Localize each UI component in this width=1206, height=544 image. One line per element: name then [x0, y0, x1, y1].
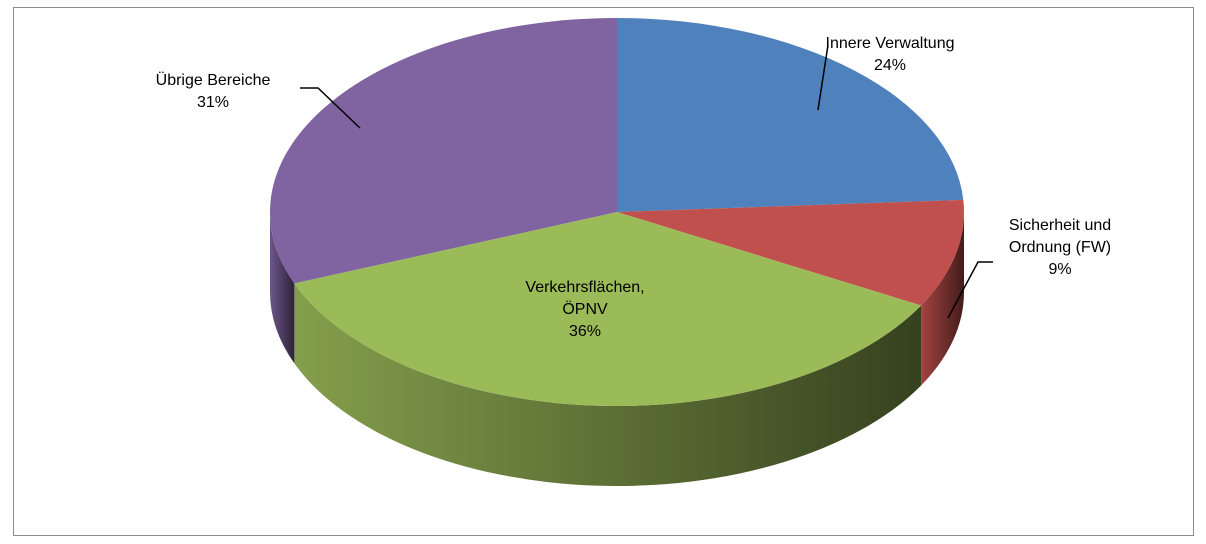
chart-frame [13, 7, 1194, 536]
leader-line [817, 44, 829, 111]
leader-line [947, 261, 993, 319]
pie-slice [269, 18, 617, 284]
pie-side [921, 212, 964, 386]
pie-slice [617, 18, 964, 212]
data-label: Übrige Bereiche 31% [156, 70, 271, 114]
data-label: Innere Verwaltung 24% [826, 33, 955, 77]
leader-line [300, 87, 361, 129]
value-label: 24% [873, 57, 907, 74]
pie-slice [294, 212, 922, 406]
data-label: Verkehrsflächen, ÖPNV 36% [510, 277, 660, 343]
value-label: 31% [196, 94, 230, 111]
data-label: Sicherheit und Ordnung (FW) 9% [995, 215, 1125, 281]
category-label: Sicherheit und Ordnung (FW) [1008, 217, 1112, 256]
pie-side [294, 283, 922, 487]
category-label: Verkehrsflächen, ÖPNV [525, 279, 645, 318]
pie-side [270, 212, 295, 364]
pie-slice [617, 199, 964, 306]
category-label: Übrige Bereiche [155, 72, 271, 89]
category-label: Innere Verwaltung [825, 35, 955, 52]
value-label: 36% [568, 323, 602, 340]
value-label: 9% [1048, 261, 1072, 278]
